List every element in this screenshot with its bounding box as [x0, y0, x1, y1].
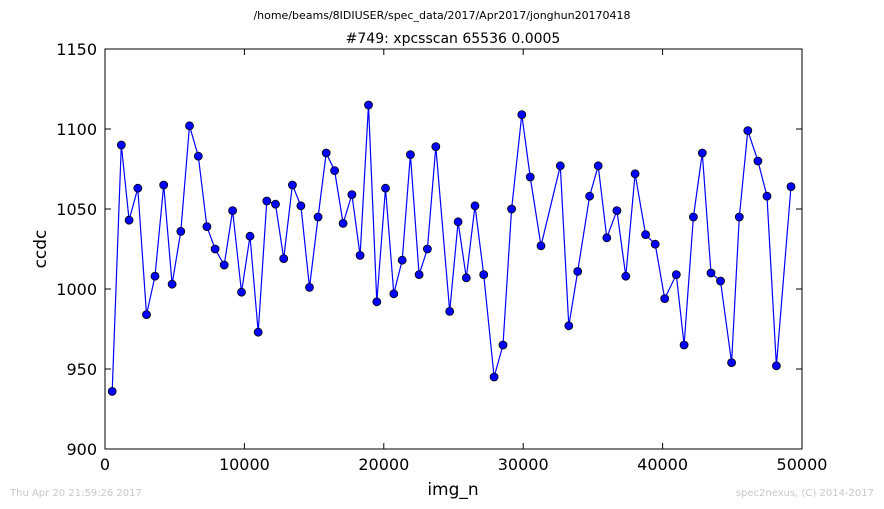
data-point: [706, 268, 716, 278]
data-point: [262, 196, 272, 206]
data-point: [271, 199, 280, 209]
data-point: [313, 212, 323, 222]
data-point: [389, 289, 399, 299]
data-point: [338, 218, 348, 228]
data-point: [237, 287, 246, 297]
data-point: [107, 386, 117, 396]
data-point: [253, 327, 263, 337]
data-point: [585, 191, 594, 201]
data-point: [228, 206, 238, 216]
data-point: [445, 306, 455, 316]
y-tick-label: 900: [66, 440, 97, 459]
data-point: [431, 142, 441, 152]
data-point: [461, 273, 471, 283]
data-point: [287, 180, 297, 190]
data-point: [772, 361, 781, 371]
data-point: [727, 358, 736, 368]
data-point: [422, 244, 432, 254]
data-point: [536, 241, 546, 251]
data-point: [219, 260, 229, 270]
data-point: [116, 140, 126, 150]
data-point: [321, 148, 331, 158]
data-point: [671, 270, 681, 280]
data-point: [453, 217, 463, 227]
data-point: [593, 161, 603, 171]
data-point: [564, 321, 574, 331]
data-point: [347, 190, 357, 200]
data-point: [689, 212, 698, 222]
x-tick-label: 20000: [358, 455, 409, 474]
data-point: [573, 266, 583, 276]
x-tick-label: 30000: [498, 455, 549, 474]
y-tick-label: 950: [66, 360, 97, 379]
credit-text: spec2nexus, (C) 2014-2017: [735, 488, 874, 499]
data-point: [381, 183, 390, 193]
data-point: [279, 254, 289, 264]
y-tick-label: 1000: [56, 280, 97, 299]
data-point: [245, 231, 255, 241]
data-point: [650, 239, 660, 249]
data-point: [697, 148, 707, 158]
data-point: [414, 270, 424, 280]
data-point: [330, 166, 340, 176]
data-point: [479, 270, 489, 280]
data-point: [185, 121, 194, 131]
data-point: [660, 294, 670, 304]
data-point: [296, 201, 306, 211]
data-point: [734, 212, 744, 222]
data-point: [753, 156, 763, 166]
data-point: [630, 169, 640, 179]
y-tick-label: 1100: [56, 120, 97, 139]
data-point: [159, 180, 169, 190]
x-tick-label: 40000: [637, 455, 688, 474]
y-axis-label: ccdc: [31, 230, 51, 269]
data-point: [762, 191, 772, 201]
data-point: [786, 182, 796, 192]
y-axis-ticks: 900 950 1000 1050 1100 1150: [56, 40, 802, 459]
data-point: [202, 222, 212, 232]
data-point: [517, 110, 527, 119]
data-point: [716, 276, 725, 286]
data-point: [489, 372, 499, 382]
file-path-title: /home/beams/8IDIUSER/spec_data/2017/Apr2…: [253, 9, 630, 22]
x-tick-label: 10000: [219, 455, 270, 474]
y-tick-label: 1150: [56, 40, 97, 59]
data-markers: [107, 100, 796, 396]
data-point: [602, 233, 612, 243]
data-point: [612, 206, 622, 216]
data-point: [525, 172, 535, 182]
data-point: [372, 297, 382, 307]
data-point: [364, 100, 373, 110]
data-point: [679, 340, 689, 350]
data-point: [498, 340, 508, 350]
data-point: [133, 183, 143, 193]
data-point: [305, 282, 314, 292]
y-tick-label: 1050: [56, 200, 97, 219]
data-point: [167, 279, 177, 289]
data-point: [210, 244, 220, 254]
data-point: [641, 230, 650, 240]
data-point: [397, 255, 407, 265]
data-point: [176, 226, 186, 236]
data-point: [621, 271, 631, 281]
x-tick-label: 0: [100, 455, 110, 474]
data-point: [507, 204, 517, 214]
data-point: [743, 126, 753, 136]
plot-frame: [104, 48, 803, 450]
data-point: [405, 150, 415, 160]
data-point: [150, 271, 160, 281]
chart-title: #749: xpcsscan 65536 0.0005: [346, 31, 561, 47]
data-point: [142, 310, 151, 320]
data-point: [355, 250, 365, 260]
x-axis-label: img_n: [427, 480, 478, 500]
data-point: [555, 161, 565, 171]
data-point: [193, 151, 203, 161]
data-point: [124, 215, 134, 225]
timestamp: Thu Apr 20 21:59:26 2017: [10, 488, 142, 499]
data-point: [470, 201, 480, 211]
x-tick-label: 50000: [777, 455, 828, 474]
